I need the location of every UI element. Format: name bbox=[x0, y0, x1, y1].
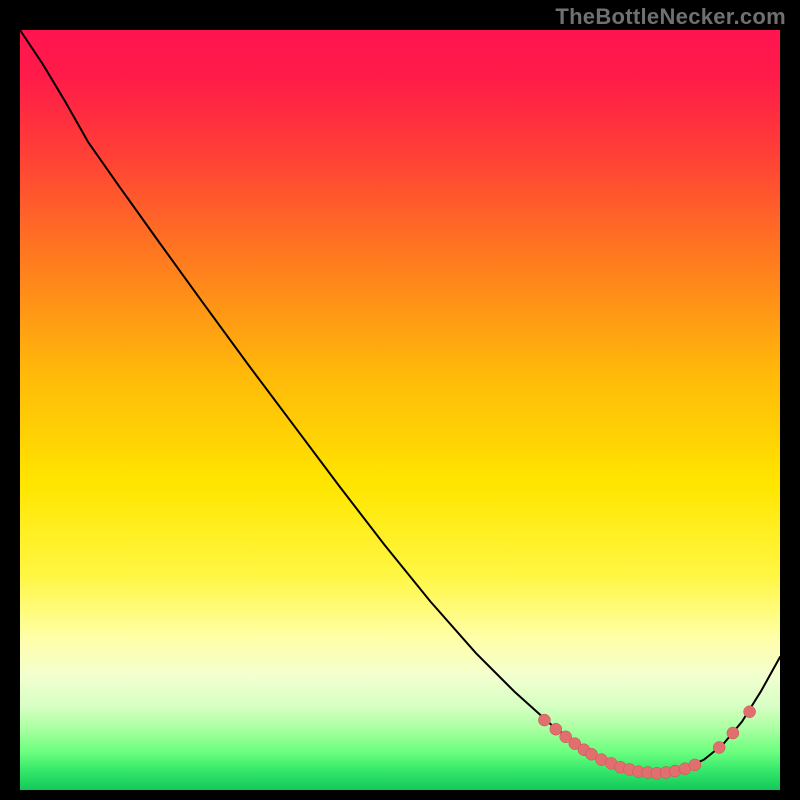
curve-marker bbox=[550, 723, 562, 735]
gradient-area bbox=[20, 30, 780, 790]
chart-frame: TheBottleNecker.com bbox=[0, 0, 800, 800]
bottleneck-chart bbox=[0, 0, 800, 800]
curve-marker bbox=[538, 714, 550, 726]
curve-marker bbox=[744, 706, 756, 718]
curve-marker bbox=[727, 727, 739, 739]
curve-marker bbox=[689, 759, 701, 771]
watermark-text: TheBottleNecker.com bbox=[555, 4, 786, 30]
curve-marker bbox=[713, 741, 725, 753]
